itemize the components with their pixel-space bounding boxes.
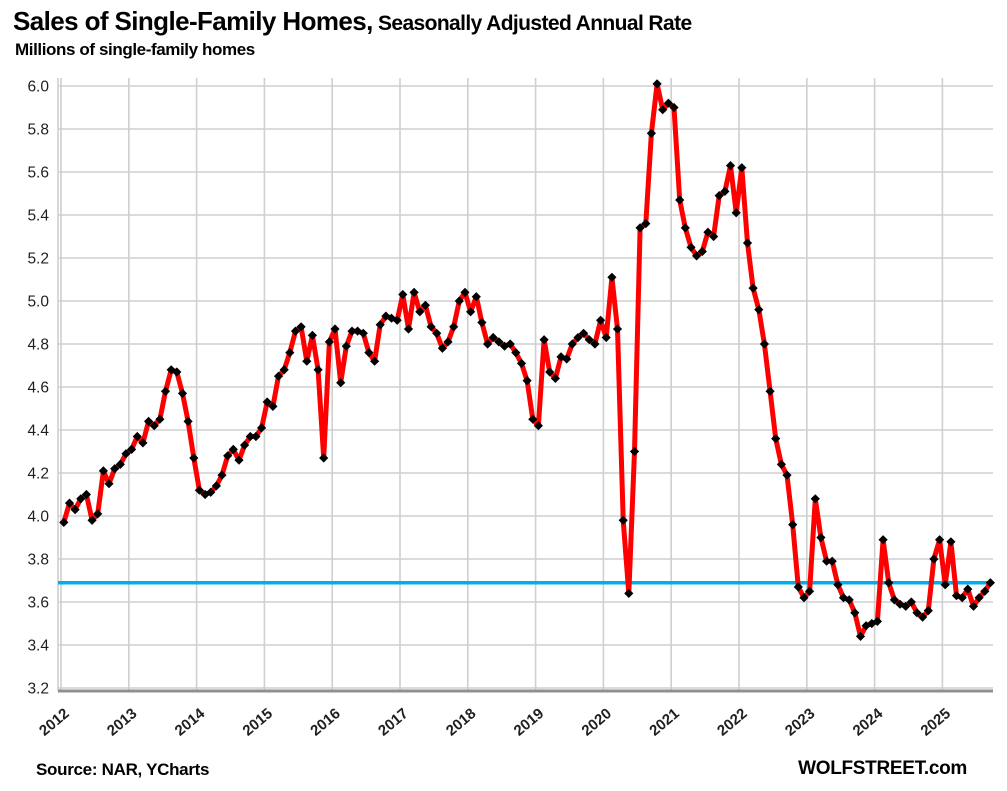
site-watermark: WOLFSTREET.com	[798, 758, 967, 779]
x-tick-label: 2020	[578, 705, 614, 739]
x-tick-label: 2018	[443, 705, 479, 739]
source-note: Source: NAR, YCharts	[36, 760, 210, 779]
x-tick-label: 2013	[104, 705, 140, 739]
x-tick-label: 2024	[850, 705, 887, 740]
y-tick-label: 3.8	[27, 552, 49, 569]
x-tick-label: 2017	[375, 705, 411, 739]
series-line	[61, 81, 993, 639]
y-tick-label: 4.0	[27, 509, 49, 526]
y-tick-label: 4.2	[27, 466, 49, 483]
y-tick-label: 5.0	[27, 294, 49, 311]
x-tick-label: 2025	[917, 705, 953, 739]
y-tick-label: 5.8	[27, 122, 49, 139]
y-tick-label: 3.2	[27, 681, 49, 698]
tick-labels: 2012 2013 2014 2015 2016 2017 2018 2019 2020 2021…	[27, 79, 954, 740]
x-tick-label: 2019	[511, 705, 547, 739]
y-tick-label: 3.6	[27, 595, 49, 612]
y-tick-label: 5.2	[27, 251, 49, 268]
x-tick-label: 2022	[714, 705, 750, 739]
y-tick-label: 3.4	[27, 638, 49, 655]
x-tick-label: 2015	[239, 705, 275, 739]
x-tick-label: 2014	[172, 705, 209, 740]
page-title-main: Sales of Single-Family Homes,	[13, 6, 373, 36]
y-tick-label: 4.6	[27, 380, 49, 397]
axes	[57, 78, 993, 693]
y-tick-label: 5.4	[27, 208, 49, 225]
y-tick-label: 4.4	[27, 423, 49, 440]
page-title: Sales of Single-Family Homes, Seasonally…	[13, 6, 692, 37]
gridlines	[58, 78, 993, 691]
data-layer	[58, 79, 995, 642]
y-axis-units-label: Millions of single-family homes	[15, 40, 255, 59]
y-tick-label: 6.0	[27, 79, 49, 96]
y-tick-label: 4.8	[27, 337, 49, 354]
x-tick-label: 2012	[36, 705, 72, 739]
series-markers	[59, 79, 995, 642]
x-tick-label: 2021	[646, 705, 682, 739]
x-tick-label: 2016	[307, 705, 343, 739]
x-tick-label: 2023	[782, 705, 818, 739]
y-tick-label: 5.6	[27, 165, 49, 182]
page-title-qualifier: Seasonally Adjusted Annual Rate	[372, 12, 692, 35]
